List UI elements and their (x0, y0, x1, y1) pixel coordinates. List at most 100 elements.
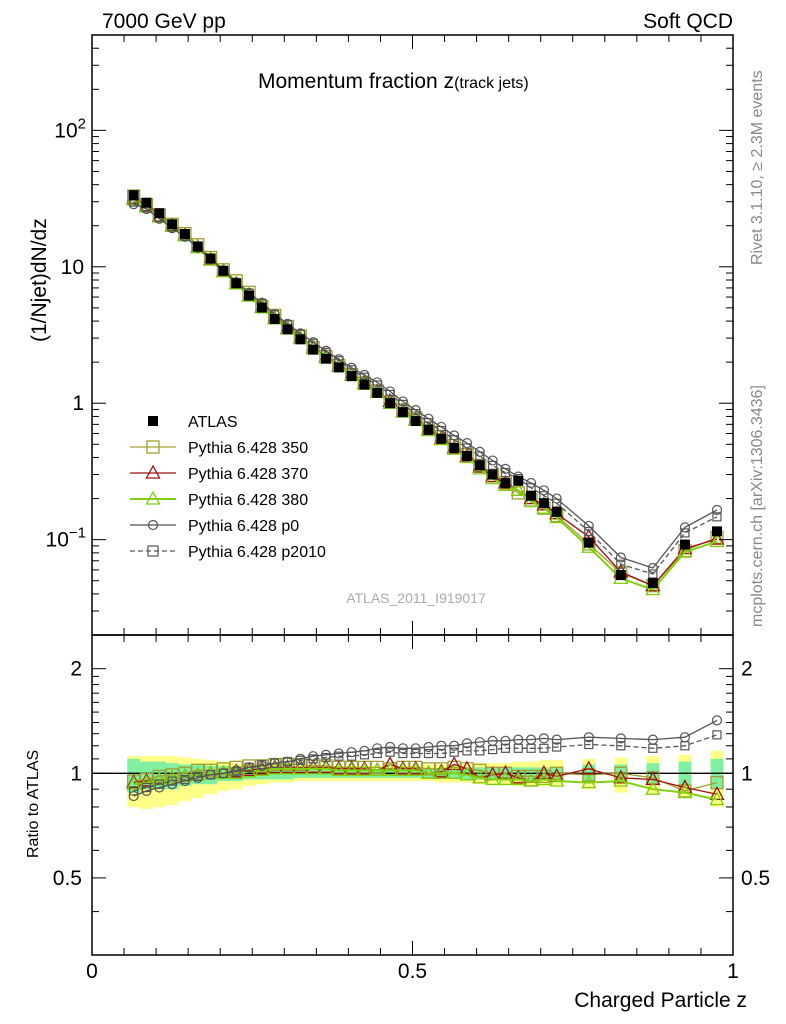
main-point-atlas (295, 334, 306, 345)
legend-marker-p380 (145, 490, 161, 505)
watermark: ATLAS_2011_I919017 (346, 590, 486, 606)
ratio-point-p370 (241, 761, 257, 776)
main-point-atlas (205, 253, 216, 264)
ratio-point-p2010 (154, 779, 164, 789)
ratio-point-p380 (279, 760, 296, 775)
ratio-point-p0 (410, 743, 421, 754)
ratio-point-p380 (305, 760, 321, 775)
main-point-atlas (410, 416, 421, 427)
ratio-point-p380 (395, 761, 411, 776)
ratio-point-p350 (280, 757, 295, 772)
main-point-atlas (679, 539, 690, 550)
ratio-point-p2010 (218, 768, 229, 778)
ratio-point-p380 (613, 772, 629, 787)
ratio-point-p380 (408, 761, 424, 776)
ratio-point-p0 (384, 741, 396, 753)
plot-title-sub: (track jets) (454, 75, 529, 92)
ratio-point-p380 (677, 784, 693, 799)
legend-item-p370: Pythia 6.428 370 (130, 464, 308, 483)
ratio-point-p380 (536, 771, 552, 786)
legend-label-p2010: Pythia 6.428 p2010 (188, 544, 326, 561)
main-point-atlas (526, 490, 537, 501)
ratio-point-p380 (331, 761, 347, 776)
legend-marker-p350 (146, 440, 160, 454)
ratio-point-p0 (449, 740, 460, 751)
ratio-point-p2010 (423, 748, 434, 759)
legend-item-atlas: ATLAS (148, 414, 238, 431)
ratio-point-p380 (709, 791, 725, 806)
main-point-atlas (359, 379, 370, 390)
main-point-p2010 (500, 468, 511, 478)
ratio-point-p370 (126, 774, 142, 789)
ratio-point-p2010 (584, 739, 594, 750)
ratio-xtick-label: 0 (86, 960, 98, 983)
ratio-band-inner (127, 758, 724, 793)
main-point-atlas (385, 398, 396, 409)
ratio-point-p380 (228, 764, 244, 779)
ratio-point-p370 (344, 760, 360, 775)
legend-label-p370: Pythia 6.428 370 (188, 466, 308, 483)
main-point-p380 (677, 543, 693, 558)
ratio-ytick-label: 2 (70, 658, 82, 681)
main-point-p2010 (712, 512, 722, 522)
ratio-point-p0 (128, 790, 139, 802)
main-point-atlas (167, 219, 178, 230)
ratio-point-p380 (138, 774, 155, 789)
ratio-point-p370 (613, 769, 629, 784)
ratio-point-p380 (645, 780, 661, 795)
ratio-point-p370 (645, 771, 661, 786)
ratio-point-p370 (581, 760, 597, 775)
ratio-point-p0 (583, 732, 594, 743)
main-point-atlas (282, 324, 293, 335)
ratio-point-p350 (473, 763, 487, 777)
ratio-point-p380 (549, 772, 565, 787)
ratio-point-p2010 (359, 750, 370, 760)
main-point-atlas (372, 387, 383, 398)
ratio-point-p0 (461, 738, 473, 749)
main-point-p0 (487, 455, 498, 466)
ratio-point-p380 (356, 761, 373, 776)
ratio-point-p370 (497, 764, 514, 779)
main-ylabel: (1/Njet)dN/dz (28, 218, 51, 342)
main-point-p2010 (616, 559, 626, 569)
main-series-p0 (128, 199, 723, 574)
ratio-point-p370 (395, 760, 411, 775)
ratio-ytick-label: 0.5 (53, 867, 82, 890)
ratio-ylabel: Ratio to ATLAS (25, 750, 42, 858)
ratio-point-p0 (551, 734, 562, 745)
main-panel: 10−1 1 10 102 (46, 34, 734, 636)
ratio-point-p380 (446, 764, 462, 779)
ratio-point-p380 (267, 760, 283, 775)
ratio-point-p2010 (141, 782, 152, 793)
main-point-p380 (510, 481, 526, 496)
main-point-p2010 (648, 569, 658, 579)
ratio-point-p2010 (398, 748, 408, 759)
legend-item-p2010: Pythia 6.428 p2010 (130, 544, 326, 561)
legend-label-p0: Pythia 6.428 p0 (188, 518, 299, 535)
header-right: Soft QCD (643, 10, 733, 33)
ratio-point-p2010 (680, 741, 690, 751)
ratio-point-p0 (711, 715, 723, 726)
ratio-xlabel: Charged Particle z (574, 989, 747, 1012)
ratio-point-p2010 (372, 748, 382, 759)
main-point-p2010 (475, 451, 485, 461)
ratio-point-p2010 (712, 730, 722, 740)
main-point-atlas (244, 290, 255, 301)
main-point-atlas (333, 362, 344, 373)
main-point-p0 (538, 485, 550, 496)
main-point-atlas (615, 570, 626, 581)
ratio-point-p370 (254, 760, 270, 775)
ratio-point-p2010 (334, 751, 344, 761)
ratio-point-p2010 (257, 759, 267, 770)
main-point-atlas (461, 451, 472, 462)
main-point-atlas (423, 424, 434, 435)
ratio-point-p2010 (347, 751, 357, 761)
main-point-atlas (218, 265, 229, 276)
ratio-point-p370 (292, 759, 308, 774)
ratio-point-p2010 (308, 754, 318, 764)
ratio-point-p380 (459, 766, 475, 781)
main-ytick-label: 10 (61, 256, 84, 279)
main-point-atlas (179, 228, 190, 239)
ratio-point-p2010 (475, 746, 485, 756)
